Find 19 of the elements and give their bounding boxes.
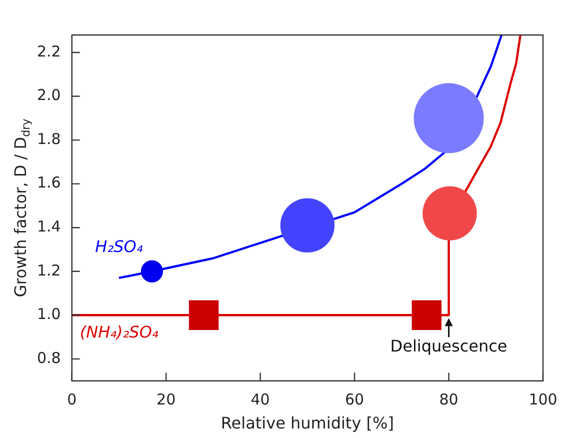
y-tick-label: 2.0	[36, 86, 61, 104]
y-tick-label: 1.2	[36, 261, 61, 280]
series-label: H₂SO₄	[95, 237, 144, 256]
x-tick-label: 80	[439, 390, 458, 409]
x-tick-label: 20	[156, 390, 176, 409]
y-tick-label: 1.6	[36, 174, 61, 192]
y-tick-label: 1.0	[36, 305, 61, 324]
x-tick-label: 0	[67, 390, 77, 409]
y-tick-label: 2.2	[36, 42, 61, 60]
x-tick-label: 60	[344, 390, 364, 409]
x-axis-title: Relative humidity [%]	[220, 414, 394, 433]
y-tick-label: 1.8	[36, 130, 61, 148]
x-tick-label: 100	[528, 390, 558, 409]
annotation: Deliquescence	[390, 336, 508, 356]
y-tick-label: 0.8	[36, 348, 61, 367]
y-tick-label: 1.4	[36, 217, 61, 236]
y-axis-title: Growth factor, D / Ddry	[11, 118, 33, 298]
series-label: (NH₄)₂SO₄	[80, 322, 159, 342]
x-tick-label: 40	[250, 390, 270, 409]
